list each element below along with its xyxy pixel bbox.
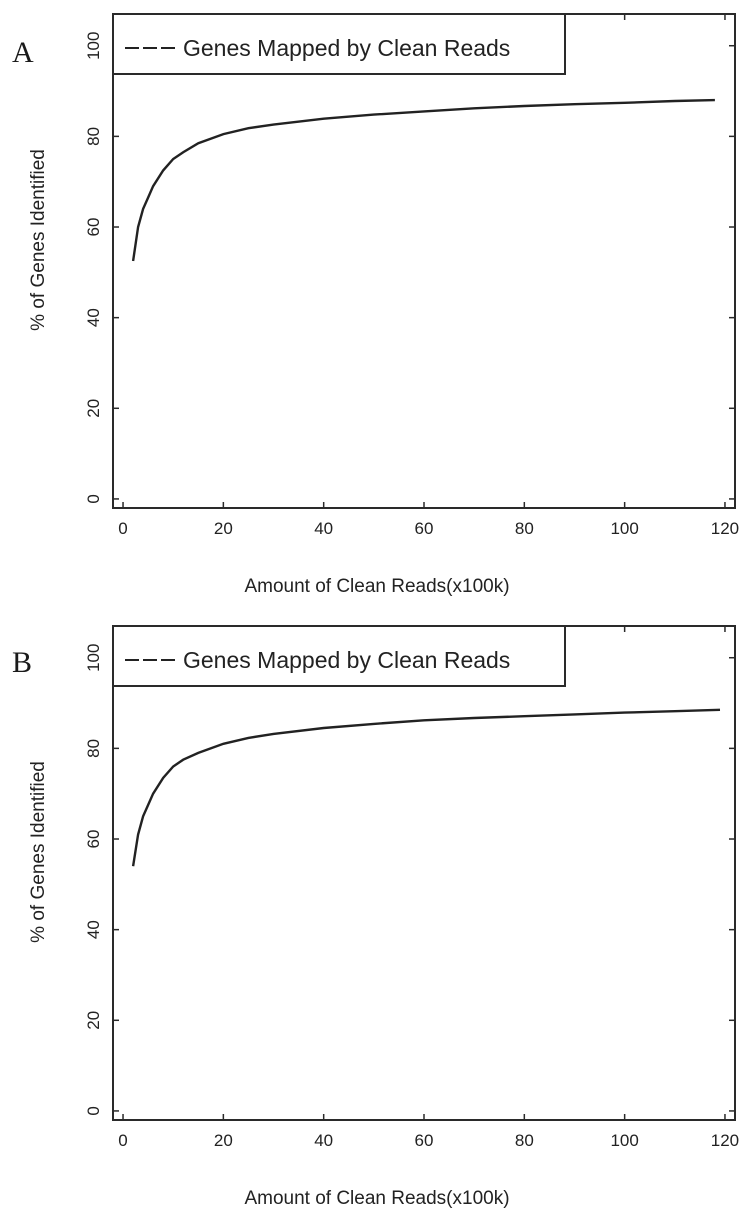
x-tick-label: 120 — [711, 1131, 739, 1150]
y-tick-label: 60 — [84, 830, 103, 849]
y-tick-label: 20 — [84, 1011, 103, 1030]
x-tick-label: 0 — [118, 519, 127, 538]
plot-frame — [112, 13, 736, 509]
y-tick-label: 100 — [84, 644, 103, 672]
chart-b: 0 20 40 60 80 100 120 0 20 40 60 80 100 Amount of Cle… — [28, 625, 739, 1209]
y-tick-label: 40 — [84, 920, 103, 939]
y-tick-label: 40 — [84, 308, 103, 327]
x-tick-label: 20 — [214, 1131, 233, 1150]
x-tick-label: 80 — [515, 519, 534, 538]
x-tick-label: 40 — [314, 1131, 333, 1150]
x-tick-label: 120 — [711, 519, 739, 538]
x-tick-label: 40 — [314, 519, 333, 538]
x-tick-label: 0 — [118, 1131, 127, 1150]
legend-label: Genes Mapped by Clean Reads — [183, 35, 510, 61]
plot-frame — [112, 625, 736, 1121]
legend-box — [112, 625, 566, 687]
x-axis-label: Amount of Clean Reads(x100k) — [244, 1188, 509, 1209]
y-tick-label: 80 — [84, 739, 103, 758]
x-tick-label: 100 — [610, 519, 638, 538]
legend-label: Genes Mapped by Clean Reads — [183, 647, 510, 673]
x-axis-label: Amount of Clean Reads(x100k) — [244, 576, 509, 597]
y-axis-label: % of Genes Identified — [28, 149, 49, 331]
x-tick-label: 100 — [610, 1131, 638, 1150]
y-axis-label: % of Genes Identified — [28, 761, 49, 943]
y-tick-label: 0 — [84, 494, 103, 503]
legend-box — [112, 13, 566, 75]
panel-label-a: A — [12, 36, 34, 69]
series-line — [131, 708, 721, 867]
x-tick-label: 60 — [415, 519, 434, 538]
x-tick-label: 80 — [515, 1131, 534, 1150]
y-tick-label: 0 — [84, 1106, 103, 1115]
y-tick-label: 20 — [84, 399, 103, 418]
chart-a: 0 20 40 60 80 100 120 0 20 40 60 80 100 Amount of Cle… — [28, 13, 739, 597]
panel-label-b: B — [12, 646, 33, 679]
x-tick-label: 20 — [214, 519, 233, 538]
x-tick-label: 60 — [415, 1131, 434, 1150]
series-line — [131, 98, 715, 262]
y-tick-label: 100 — [84, 32, 103, 60]
y-tick-label: 80 — [84, 127, 103, 146]
y-tick-label: 60 — [84, 218, 103, 237]
